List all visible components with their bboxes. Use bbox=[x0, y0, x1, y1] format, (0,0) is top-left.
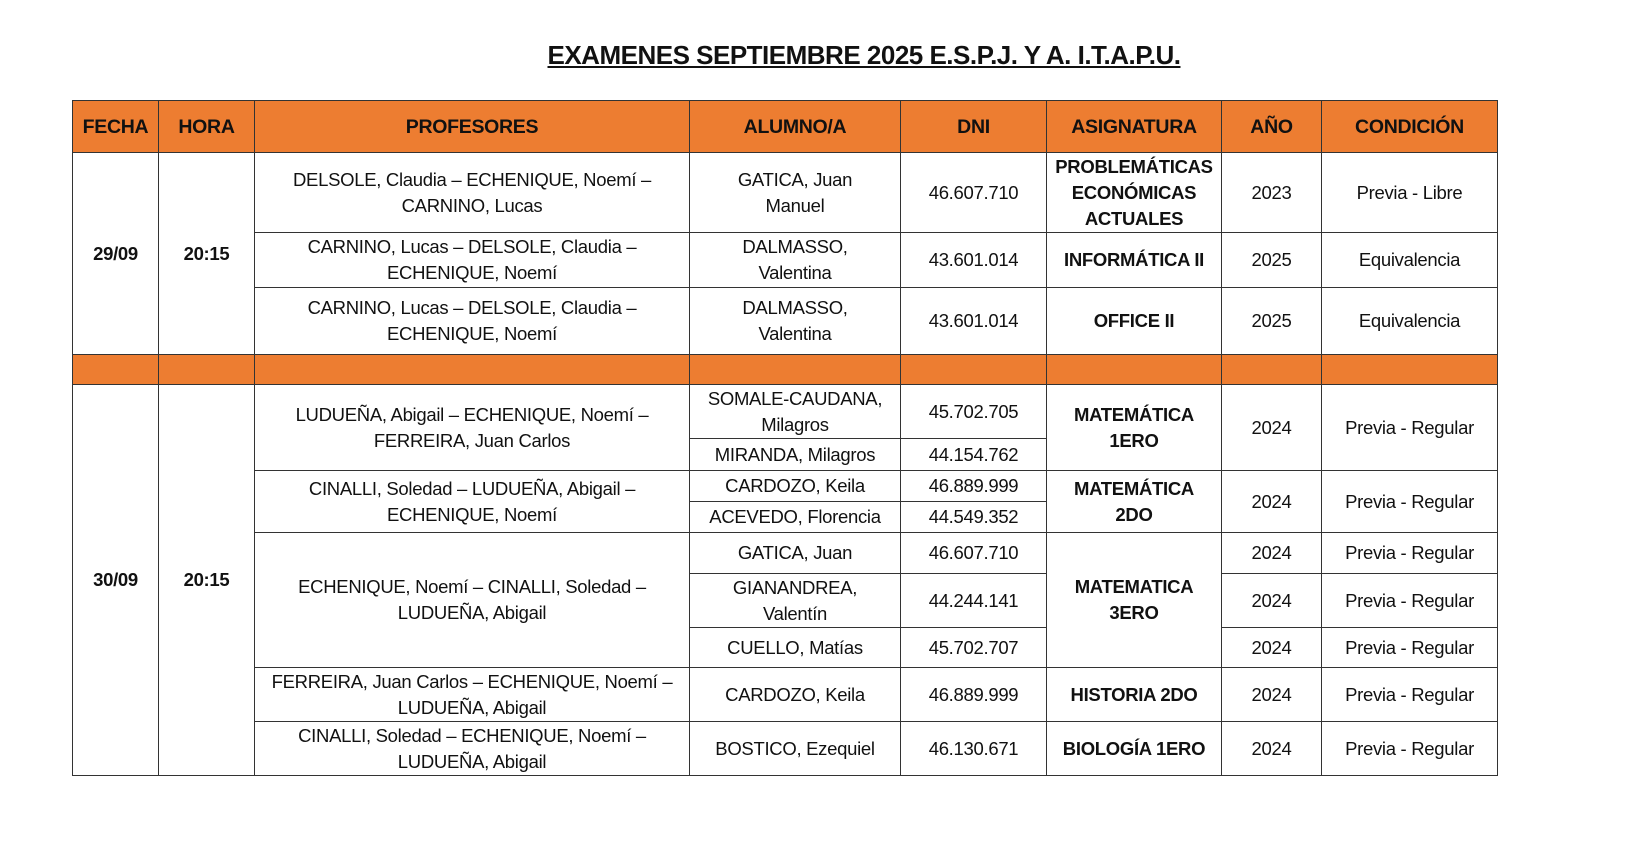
hora-cell: 20:15 bbox=[158, 152, 255, 355]
asignatura-cell: OFFICE II bbox=[1046, 287, 1222, 355]
table-row: CARNINO, Lucas – DELSOLE, Claudia – ECHE… bbox=[73, 232, 1498, 288]
fecha-cell: 30/09 bbox=[72, 384, 159, 776]
alumno-cell: CARDOZO, Keila bbox=[689, 667, 901, 722]
table-row: CINALLI, Soledad – LUDUEÑA, Abigail – EC… bbox=[73, 470, 1498, 533]
col-anio: AÑO bbox=[1221, 100, 1322, 153]
table-row: CINALLI, Soledad – ECHENIQUE, Noemí – LU… bbox=[73, 721, 1498, 776]
table-row: 29/09 20:15 DELSOLE, Claudia – ECHENIQUE… bbox=[72, 152, 1498, 355]
condicion-cell: Equivalencia bbox=[1321, 232, 1498, 288]
asignatura-cell: MATEMATICA 3ERO bbox=[1046, 532, 1222, 668]
profesores-cell: CARNINO, Lucas – DELSOLE, Claudia – ECHE… bbox=[254, 287, 690, 355]
dni-cell: 43.601.014 bbox=[900, 287, 1047, 355]
separator-cell bbox=[1046, 354, 1222, 385]
alumno-cell: GIANANDREA, Valentín bbox=[689, 573, 901, 628]
fecha-cell: 29/09 bbox=[72, 152, 159, 355]
dni-cell: 44.549.352 bbox=[900, 501, 1047, 533]
alumno-cell: GATICA, Juan Manuel bbox=[689, 152, 901, 233]
dni-cell: 44.244.141 bbox=[900, 573, 1047, 628]
table-row: 30/09 20:15 LUDUEÑA, Abigail – ECHENIQUE… bbox=[72, 384, 1498, 776]
dni-cell: 46.889.999 bbox=[900, 470, 1047, 502]
col-condicion: CONDICIÓN bbox=[1321, 100, 1498, 153]
col-alumno: ALUMNO/A bbox=[689, 100, 901, 153]
dni-cell: 46.889.999 bbox=[900, 667, 1047, 722]
col-profesores: PROFESORES bbox=[254, 100, 690, 153]
anio-cell: 2024 bbox=[1221, 470, 1322, 533]
exam-schedule-table: FECHA HORA PROFESORES ALUMNO/A DNI ASIGN… bbox=[72, 100, 1498, 776]
profesores-cell: DELSOLE, Claudia – ECHENIQUE, Noemí – CA… bbox=[254, 152, 690, 233]
condicion-cell: Previa - Regular bbox=[1321, 384, 1498, 471]
condicion-cell: Previa - Regular bbox=[1321, 470, 1498, 533]
anio-cell: 2024 bbox=[1221, 721, 1322, 776]
dni-cell: 46.130.671 bbox=[900, 721, 1047, 776]
alumno-cell: MIRANDA, Milagros bbox=[689, 438, 901, 471]
condicion-cell: Previa - Libre bbox=[1321, 152, 1498, 233]
profesores-cell: FERREIRA, Juan Carlos – ECHENIQUE, Noemí… bbox=[254, 667, 690, 722]
separator-cell bbox=[158, 354, 255, 385]
separator-cell bbox=[1321, 354, 1498, 385]
condicion-cell: Previa - Regular bbox=[1321, 721, 1498, 776]
alumno-cell: SOMALE-CAUDANA, Milagros bbox=[689, 384, 901, 439]
col-hora: HORA bbox=[158, 100, 255, 153]
dni-cell: 46.607.710 bbox=[900, 152, 1047, 233]
condicion-cell: Previa - Regular bbox=[1321, 627, 1498, 668]
col-asignatura: ASIGNATURA bbox=[1046, 100, 1222, 153]
anio-cell: 2025 bbox=[1221, 232, 1322, 288]
dni-cell: 46.607.710 bbox=[900, 532, 1047, 574]
table-row: MIRANDA, Milagros 44.154.762 bbox=[73, 438, 1498, 471]
alumno-cell: DALMASSO, Valentina bbox=[689, 232, 901, 288]
condicion-cell: Equivalencia bbox=[1321, 287, 1498, 355]
alumno-cell: BOSTICO, Ezequiel bbox=[689, 721, 901, 776]
profesores-cell: LUDUEÑA, Abigail – ECHENIQUE, Noemí – FE… bbox=[254, 384, 690, 471]
separator-cell bbox=[254, 354, 690, 385]
table-row: ECHENIQUE, Noemí – CINALLI, Soledad – LU… bbox=[73, 532, 1498, 668]
table-row: FERREIRA, Juan Carlos – ECHENIQUE, Noemí… bbox=[73, 667, 1498, 722]
anio-cell: 2024 bbox=[1221, 532, 1322, 574]
separator-cell bbox=[1221, 354, 1322, 385]
asignatura-cell: INFORMÁTICA II bbox=[1046, 232, 1222, 288]
hora-cell: 20:15 bbox=[158, 384, 255, 776]
asignatura-cell: BIOLOGÍA 1ERO bbox=[1046, 721, 1222, 776]
separator-row bbox=[72, 354, 1498, 385]
anio-cell: 2024 bbox=[1221, 384, 1322, 471]
table-row: CARNINO, Lucas – DELSOLE, Claudia – ECHE… bbox=[73, 287, 1498, 355]
dni-cell: 44.154.762 bbox=[900, 438, 1047, 471]
anio-cell: 2023 bbox=[1221, 152, 1322, 233]
separator-cell bbox=[900, 354, 1047, 385]
header-row: FECHA HORA PROFESORES ALUMNO/A DNI ASIGN… bbox=[72, 100, 1498, 153]
condicion-cell: Previa - Regular bbox=[1321, 573, 1498, 628]
anio-cell: 2024 bbox=[1221, 627, 1322, 668]
alumno-cell: GATICA, Juan bbox=[689, 532, 901, 574]
table-row: ACEVEDO, Florencia 44.549.352 bbox=[73, 501, 1498, 533]
separator-cell bbox=[72, 354, 159, 385]
table-row: GIANANDREA, Valentín 44.244.141 2024 Pre… bbox=[73, 573, 1498, 628]
profesores-cell: CARNINO, Lucas – DELSOLE, Claudia – ECHE… bbox=[254, 232, 690, 288]
alumno-cell: CARDOZO, Keila bbox=[689, 470, 901, 502]
col-dni: DNI bbox=[900, 100, 1047, 153]
dni-cell: 45.702.707 bbox=[900, 627, 1047, 668]
page-title: EXAMENES SEPTIEMBRE 2025 E.S.P.J. Y A. I… bbox=[547, 40, 1181, 70]
profesores-cell: CINALLI, Soledad – LUDUEÑA, Abigail – EC… bbox=[254, 470, 690, 533]
condicion-cell: Previa - Regular bbox=[1321, 532, 1498, 574]
dni-cell: 45.702.705 bbox=[900, 384, 1047, 439]
anio-cell: 2024 bbox=[1221, 573, 1322, 628]
asignatura-cell: HISTORIA 2DO bbox=[1046, 667, 1222, 722]
condicion-cell: Previa - Regular bbox=[1321, 667, 1498, 722]
col-fecha: FECHA bbox=[72, 100, 159, 153]
separator-cell bbox=[689, 354, 901, 385]
alumno-cell: DALMASSO, Valentina bbox=[689, 287, 901, 355]
anio-cell: 2024 bbox=[1221, 667, 1322, 722]
asignatura-cell: MATEMÁTICA 1ERO bbox=[1046, 384, 1222, 471]
profesores-cell: CINALLI, Soledad – ECHENIQUE, Noemí – LU… bbox=[254, 721, 690, 776]
dni-cell: 43.601.014 bbox=[900, 232, 1047, 288]
asignatura-cell: MATEMÁTICA 2DO bbox=[1046, 470, 1222, 533]
anio-cell: 2025 bbox=[1221, 287, 1322, 355]
alumno-cell: CUELLO, Matías bbox=[689, 627, 901, 668]
profesores-cell: ECHENIQUE, Noemí – CINALLI, Soledad – LU… bbox=[254, 532, 690, 668]
alumno-cell: ACEVEDO, Florencia bbox=[689, 501, 901, 533]
asignatura-cell: PROBLEMÁTICAS ECONÓMICAS ACTUALES bbox=[1046, 152, 1222, 233]
